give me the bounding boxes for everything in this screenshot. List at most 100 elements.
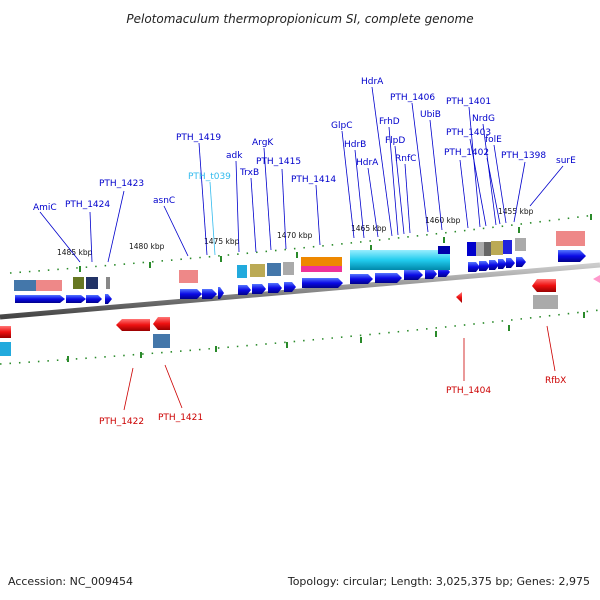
scale-label: 1470 kbp xyxy=(277,231,313,240)
gene-label[interactable]: HdrA xyxy=(361,77,384,87)
leader-line xyxy=(513,161,526,223)
gene-label[interactable]: FlpD xyxy=(385,136,405,146)
feature-block xyxy=(301,266,342,272)
gene-label[interactable]: PTH_1423 xyxy=(99,179,144,189)
gene-label[interactable]: folE xyxy=(485,135,502,145)
gene-arrow[interactable] xyxy=(66,295,86,303)
gene-arrow[interactable] xyxy=(516,257,526,267)
gene-arrow[interactable] xyxy=(0,326,11,338)
leader-line xyxy=(493,144,507,224)
gene-label[interactable]: GlpC xyxy=(331,121,352,131)
gene-label[interactable]: RfbX xyxy=(545,376,566,386)
gene-arrow[interactable] xyxy=(489,260,499,270)
leader-line xyxy=(107,190,125,263)
gene-arrow[interactable] xyxy=(498,259,507,269)
gene-label[interactable]: PTH_1402 xyxy=(444,148,489,158)
gene-arrow[interactable] xyxy=(558,250,586,262)
gene-label[interactable]: RnfC xyxy=(395,154,416,164)
feature-block xyxy=(73,277,84,289)
gene-arrow[interactable] xyxy=(238,285,251,295)
gene-label[interactable]: PTH_1421 xyxy=(158,413,203,423)
gene-label[interactable]: UbiB xyxy=(420,110,441,120)
gene-label[interactable]: PTH_1398 xyxy=(501,151,546,161)
gene-label-trna[interactable]: PTH_t039 xyxy=(188,172,231,182)
feature-block xyxy=(14,280,36,291)
gene-label[interactable]: PTH_1419 xyxy=(176,133,221,143)
gene-arrow[interactable] xyxy=(302,278,343,288)
feature-block xyxy=(301,257,342,266)
gene-label[interactable]: PTH_1404 xyxy=(446,386,491,396)
leader-line xyxy=(341,130,355,239)
gene-arrow[interactable] xyxy=(218,287,224,299)
leader-line xyxy=(263,147,272,251)
lower-leader-lines xyxy=(123,325,556,411)
gene-arrow[interactable] xyxy=(105,294,112,304)
gene-label[interactable]: PTH_1403 xyxy=(446,128,491,138)
lower-major-ticks xyxy=(67,312,585,362)
gene-arrow[interactable] xyxy=(506,258,515,268)
gene-arrow[interactable] xyxy=(375,273,402,283)
gene-label[interactable]: surE xyxy=(556,156,576,166)
scale-label: 1460 kbp xyxy=(425,216,461,225)
gene-arrow[interactable] xyxy=(180,289,202,299)
gene-label[interactable]: HdrB xyxy=(344,140,366,150)
forward-strand-genes xyxy=(15,250,586,304)
scale-labels: 1485 kbp 1480 kbp 1475 kbp 1470 kbp 1465… xyxy=(57,207,534,257)
upper-leader-lines xyxy=(39,86,564,263)
gene-arrow[interactable] xyxy=(479,261,490,271)
leader-line xyxy=(388,126,399,236)
gene-arrow[interactable] xyxy=(456,292,462,303)
gene-arrow[interactable] xyxy=(284,282,296,292)
feature-block xyxy=(86,277,98,289)
gene-label[interactable]: PTH_1406 xyxy=(390,93,435,103)
gene-arrow[interactable] xyxy=(116,319,150,331)
gene-arrow[interactable] xyxy=(593,275,600,283)
feature-block xyxy=(250,264,265,277)
scale-label: 1475 kbp xyxy=(204,237,240,246)
gene-arrow[interactable] xyxy=(350,274,373,284)
gene-arrow[interactable] xyxy=(532,279,556,292)
feature-block xyxy=(153,334,170,348)
gene-label[interactable]: PTH_1414 xyxy=(291,175,336,185)
gene-arrow[interactable] xyxy=(268,283,282,293)
leader-line xyxy=(468,106,481,228)
feature-block xyxy=(237,265,247,278)
leader-line xyxy=(429,119,443,231)
gene-label[interactable]: PTH_1422 xyxy=(99,417,144,427)
forward-annotation-blocks xyxy=(14,231,585,291)
gene-label[interactable]: HdrA xyxy=(356,158,379,168)
gene-label[interactable]: ArgK xyxy=(252,138,274,148)
gene-label[interactable]: TrxB xyxy=(239,168,259,178)
leader-line xyxy=(459,159,469,229)
leader-line xyxy=(164,364,183,409)
lower-scale-row xyxy=(0,309,600,365)
leader-line xyxy=(367,167,379,238)
gene-label[interactable]: PTH_1401 xyxy=(446,97,491,107)
scale-label: 1485 kbp xyxy=(57,248,93,257)
gene-label[interactable]: AmiC xyxy=(33,203,57,213)
gene-label[interactable]: FrhD xyxy=(379,117,400,127)
gene-arrow[interactable] xyxy=(404,270,423,280)
gene-label[interactable]: adk xyxy=(226,151,243,161)
gene-label[interactable]: PTH_1415 xyxy=(256,157,301,167)
feature-block xyxy=(476,242,484,256)
gene-arrow[interactable] xyxy=(86,295,102,303)
gene-label[interactable]: asnC xyxy=(153,196,175,206)
gene-arrow[interactable] xyxy=(252,284,266,294)
gene-label[interactable]: NrdG xyxy=(472,114,495,124)
gene-arrow[interactable] xyxy=(202,289,217,299)
page-title: Pelotomaculum thermopropionicum SI, comp… xyxy=(126,12,473,26)
feature-block xyxy=(350,250,450,270)
gene-label[interactable]: PTH_1424 xyxy=(65,200,110,210)
gene-arrow[interactable] xyxy=(15,295,65,303)
gene-arrow[interactable] xyxy=(425,269,437,279)
gene-arrow[interactable] xyxy=(153,317,170,330)
feature-block xyxy=(179,270,198,283)
leader-line xyxy=(250,177,257,253)
leader-line xyxy=(486,157,501,225)
upper-dotted-scale xyxy=(9,214,596,274)
feature-block xyxy=(533,295,558,309)
gene-arrow[interactable] xyxy=(468,262,480,272)
leader-line xyxy=(529,165,564,207)
